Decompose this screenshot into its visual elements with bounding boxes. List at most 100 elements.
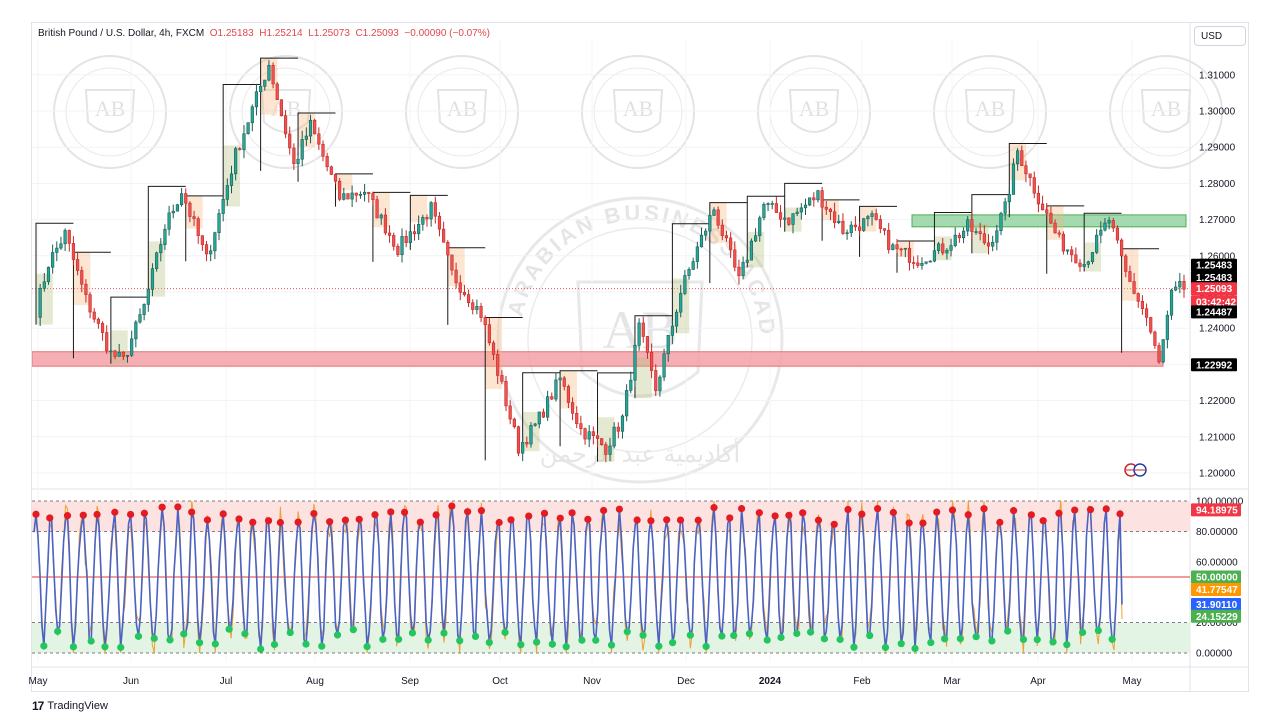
candle-body xyxy=(604,444,608,455)
candle-body xyxy=(566,386,570,403)
range-line xyxy=(35,222,74,325)
candle-body xyxy=(1120,239,1124,257)
osc-trough-dot xyxy=(333,631,342,639)
svg-text:31.90110: 31.90110 xyxy=(1196,600,1238,611)
candle-body xyxy=(125,355,130,357)
candle-body xyxy=(425,217,429,220)
candle-body xyxy=(109,350,113,353)
candle-body xyxy=(1099,229,1103,236)
osc-peak-dot xyxy=(540,509,549,517)
osc-peak-dot xyxy=(79,511,87,519)
grid xyxy=(32,23,1248,691)
price-tick-label: 1.30000 xyxy=(1199,107,1236,118)
candle-body xyxy=(916,262,920,266)
price-tags: 1.254831.254831.2509303:42:421.244871.22… xyxy=(1191,258,1241,623)
osc-trough-dot xyxy=(180,630,188,638)
osc-peak-dot xyxy=(933,508,941,516)
osc-peak-dot xyxy=(46,514,54,522)
tradingview-logo[interactable]: 17 TradingView xyxy=(32,699,108,713)
osc-trough-dot xyxy=(1063,641,1071,649)
zones xyxy=(32,214,1190,367)
osc-trough-dot xyxy=(485,638,493,647)
candle-body xyxy=(570,402,575,414)
osc-trough-dot xyxy=(195,639,204,647)
candle-body xyxy=(695,246,699,262)
watermark-arabic: أكاديمية عبد الرحمن xyxy=(540,438,740,468)
candle-body xyxy=(55,247,59,253)
osc-tick-label: 0.00000 xyxy=(1196,649,1233,660)
osc-peak-dot xyxy=(799,509,807,517)
candles xyxy=(38,60,1186,463)
time-axis[interactable]: May Jun Jul Aug Sep Oct Nov Dec 2024 Feb Mar Apr May xyxy=(29,676,1142,687)
osc-peak-dot xyxy=(203,516,212,524)
candle-body xyxy=(450,254,454,271)
osc-trough-dot xyxy=(1033,635,1041,644)
price-tick-label: 1.21000 xyxy=(1199,432,1236,443)
candle-body xyxy=(504,381,508,407)
candle-body xyxy=(712,209,716,216)
range-box xyxy=(335,173,353,191)
candle-body xyxy=(533,423,537,426)
svg-text:03:42:42: 03:42:42 xyxy=(1196,297,1236,308)
osc-trough-dot xyxy=(501,628,509,636)
osc-peak-dot xyxy=(600,506,608,515)
axis-value-tag: 1.25483 xyxy=(1191,258,1237,272)
range-line xyxy=(597,372,635,462)
candle-body xyxy=(961,230,966,239)
candle-body xyxy=(213,232,217,252)
watermark-initials: AB xyxy=(95,96,126,121)
osc-peak-dot xyxy=(873,505,882,513)
candle-body xyxy=(246,122,250,135)
osc-peak-dot xyxy=(219,510,227,518)
osc-trough-dot xyxy=(117,643,125,651)
osc-trough-dot xyxy=(286,628,294,637)
candle-body xyxy=(1011,163,1016,195)
osc-peak-dot xyxy=(126,510,135,519)
candle-body xyxy=(283,115,288,135)
candle-body xyxy=(117,351,121,357)
osc-trough-dot xyxy=(941,635,949,643)
currency-button[interactable]: USD xyxy=(1194,26,1246,46)
candle-body xyxy=(130,338,134,356)
us-uk-flags-icon[interactable] xyxy=(1124,463,1147,477)
osc-trough-dot xyxy=(1019,635,1028,644)
candle-body xyxy=(941,243,945,254)
candle-body xyxy=(978,231,982,235)
candle-body xyxy=(462,292,467,295)
osc-peak-dot xyxy=(858,510,866,518)
candle-body xyxy=(862,218,866,231)
osc-peak-dot xyxy=(1116,510,1124,518)
price-tick-label: 1.22000 xyxy=(1199,396,1236,407)
candle-body xyxy=(1074,254,1078,264)
candle-body xyxy=(887,230,891,250)
candle-body xyxy=(650,352,654,371)
range-line xyxy=(260,57,299,171)
osc-trough-dot xyxy=(395,635,403,643)
candle-body xyxy=(1078,262,1082,267)
candle-body xyxy=(275,83,279,100)
candle-body xyxy=(300,139,304,160)
candle-body xyxy=(758,217,762,237)
candle-body xyxy=(204,244,209,255)
open-value: O1.25183 xyxy=(209,28,254,39)
candle-body xyxy=(537,411,541,425)
candle-body xyxy=(1016,150,1020,165)
candle-body xyxy=(662,353,666,378)
candle-body xyxy=(196,218,200,236)
candle-body xyxy=(1136,293,1140,302)
candle-body xyxy=(1140,301,1144,309)
tradingview-label: TradingView xyxy=(47,700,108,712)
candle-body xyxy=(313,119,317,135)
osc-trough-dot xyxy=(87,637,95,645)
osc-trough-dot xyxy=(1094,626,1102,635)
candle-body xyxy=(188,202,192,217)
osc-trough-dot xyxy=(533,638,541,646)
osc-peak-dot xyxy=(93,510,101,519)
candle-body xyxy=(749,240,754,261)
osc-trough-dot xyxy=(440,629,448,637)
candle-body xyxy=(338,180,342,200)
candle-body xyxy=(167,212,171,230)
svg-text:50.00000: 50.00000 xyxy=(1196,573,1238,584)
